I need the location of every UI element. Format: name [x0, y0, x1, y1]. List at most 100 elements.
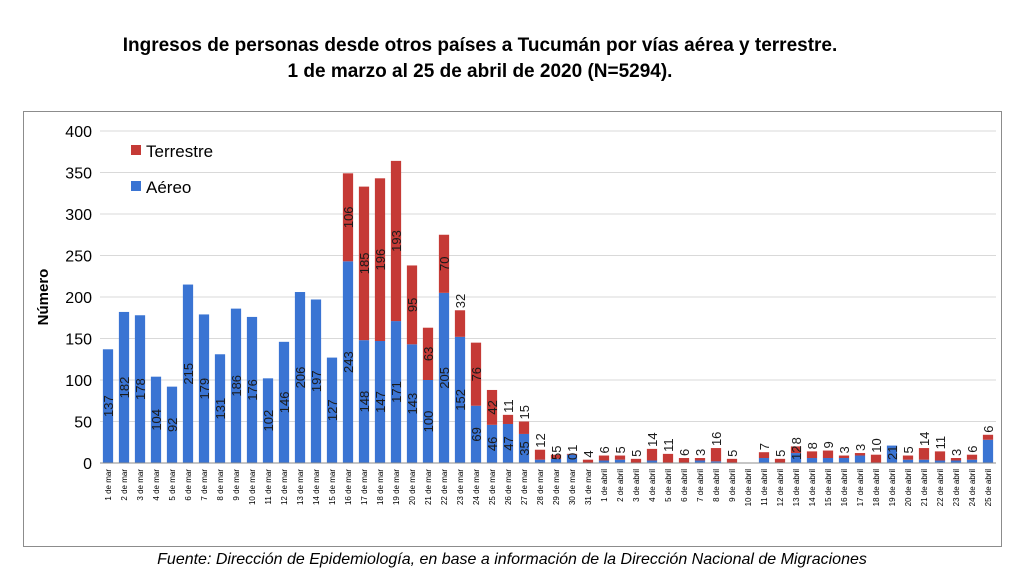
data-label-aereo: 197: [309, 370, 324, 392]
data-label-aereo: 205: [437, 367, 452, 389]
data-label-aereo: 127: [325, 399, 340, 421]
data-label-terrestre: 106: [341, 206, 356, 228]
data-label-terrestre: 76: [469, 367, 484, 381]
data-label-terrestre: 5: [549, 445, 564, 452]
bar-aereo: [838, 458, 850, 463]
x-tick-label: 9 de mar: [232, 469, 241, 501]
bar-aereo: [534, 459, 546, 463]
bar-aereo: [358, 340, 370, 463]
x-tick-label: 5 de mar: [168, 469, 177, 501]
bar-aereo: [198, 314, 210, 463]
bar-terrestre: [870, 454, 882, 463]
bar-terrestre: [438, 234, 450, 293]
data-label-terrestre: 63: [421, 347, 436, 361]
x-tick-label: 12 de mar: [280, 469, 289, 505]
data-label-terrestre: 5: [901, 446, 916, 453]
data-label-terrestre: 15: [517, 405, 532, 419]
bar-terrestre: [358, 186, 370, 341]
bar-aereo: [486, 424, 498, 463]
data-label-aereo: 5: [549, 453, 564, 460]
bar-aereo: [614, 459, 626, 463]
bar-terrestre: [454, 310, 466, 337]
bar-aereo: [550, 458, 562, 463]
data-label-aereo: 131: [213, 398, 228, 420]
data-label-terrestre: 6: [981, 426, 996, 433]
bar-terrestre: [518, 421, 530, 434]
bar-terrestre: [582, 459, 594, 463]
data-label-aereo: 171: [389, 381, 404, 403]
bar-aereo: [806, 458, 818, 463]
bar-terrestre: [710, 448, 722, 462]
data-label-terrestre: 14: [917, 432, 932, 446]
y-tick-label: 100: [65, 373, 92, 390]
x-tick-label: 14 de mar: [312, 469, 321, 505]
legend-swatch: [131, 145, 141, 155]
bar-terrestre: [918, 448, 930, 460]
bar-terrestre: [758, 452, 770, 459]
data-label-terrestre: 4: [581, 450, 596, 457]
legend-swatch: [131, 181, 141, 191]
x-tick-label: 16 de mar: [344, 469, 353, 505]
x-tick-label: 7 de abril: [696, 469, 705, 502]
bar-aereo: [758, 458, 770, 463]
bar-terrestre: [662, 453, 674, 463]
bar-aereo: [406, 344, 418, 463]
data-label-terrestre: 42: [485, 400, 500, 414]
bar-aereo: [598, 460, 610, 463]
x-tick-label: 22 de mar: [440, 469, 449, 505]
data-label-terrestre: 5: [773, 450, 788, 457]
bar-terrestre: [806, 451, 818, 459]
bar-aereo: [918, 459, 930, 463]
source-note: Fuente: Dirección de Epidemiología, en b…: [157, 551, 867, 568]
data-label-terrestre: 8: [805, 442, 820, 449]
bar-aereo: [646, 460, 658, 463]
x-tick-label: 20 de abril: [904, 469, 913, 507]
data-label-terrestre: 11: [933, 436, 948, 450]
x-tick-label: 18 de abril: [872, 469, 881, 507]
bar-terrestre: [598, 455, 610, 461]
x-tick-label: 15 de mar: [328, 469, 337, 505]
bar-aereo: [214, 354, 226, 463]
x-tick-label: 14 de abril: [808, 469, 817, 507]
x-tick-label: 22 de abril: [936, 469, 945, 507]
x-tick-label: 11 de mar: [264, 469, 273, 505]
bar-aereo: [982, 439, 994, 463]
data-label-terrestre: 6: [965, 445, 980, 452]
data-label-terrestre: 3: [837, 446, 852, 453]
x-tick-label: 12 de abril: [776, 469, 785, 507]
data-label-terrestre: 7: [757, 443, 772, 450]
bar-terrestre: [630, 458, 642, 463]
x-tick-label: 15 de abril: [824, 469, 833, 507]
bar-terrestre: [470, 342, 482, 406]
data-label-aereo: 176: [245, 379, 260, 401]
data-label-aereo: 137: [101, 395, 116, 417]
bar-terrestre: [934, 451, 946, 461]
data-label-aereo: 143: [405, 393, 420, 415]
data-label-aereo: 215: [181, 363, 196, 385]
data-label-terrestre: 6: [677, 449, 692, 456]
data-label-terrestre: 1: [565, 445, 580, 452]
bar-aereo: [262, 378, 274, 463]
bar-aereo: [182, 284, 194, 463]
bar-terrestre: [854, 453, 866, 456]
x-tick-label: 10 de mar: [248, 469, 257, 505]
chart-title-line-2: 1 de marzo al 25 de abril de 2020 (N=529…: [287, 61, 673, 82]
data-label-terrestre: 5: [629, 450, 644, 457]
bar-aereo: [934, 460, 946, 463]
bar-terrestre: [790, 446, 802, 454]
bar-aereo: [102, 349, 114, 463]
x-tick-label: 17 de mar: [360, 469, 369, 505]
data-label-aereo: 147: [373, 391, 388, 413]
bar-aereo: [246, 316, 258, 463]
y-tick-label: 0: [83, 456, 92, 473]
x-tick-label: 4 de mar: [152, 469, 161, 501]
y-tick-label: 150: [65, 332, 92, 349]
data-label-aereo: 35: [517, 441, 532, 455]
data-label-terrestre: 10: [869, 438, 884, 452]
x-tick-label: 4 de abril: [648, 469, 657, 502]
bar-terrestre: [966, 454, 978, 460]
bar-aereo: [822, 458, 834, 463]
bar-aereo: [166, 386, 178, 463]
bar-terrestre: [486, 389, 498, 425]
